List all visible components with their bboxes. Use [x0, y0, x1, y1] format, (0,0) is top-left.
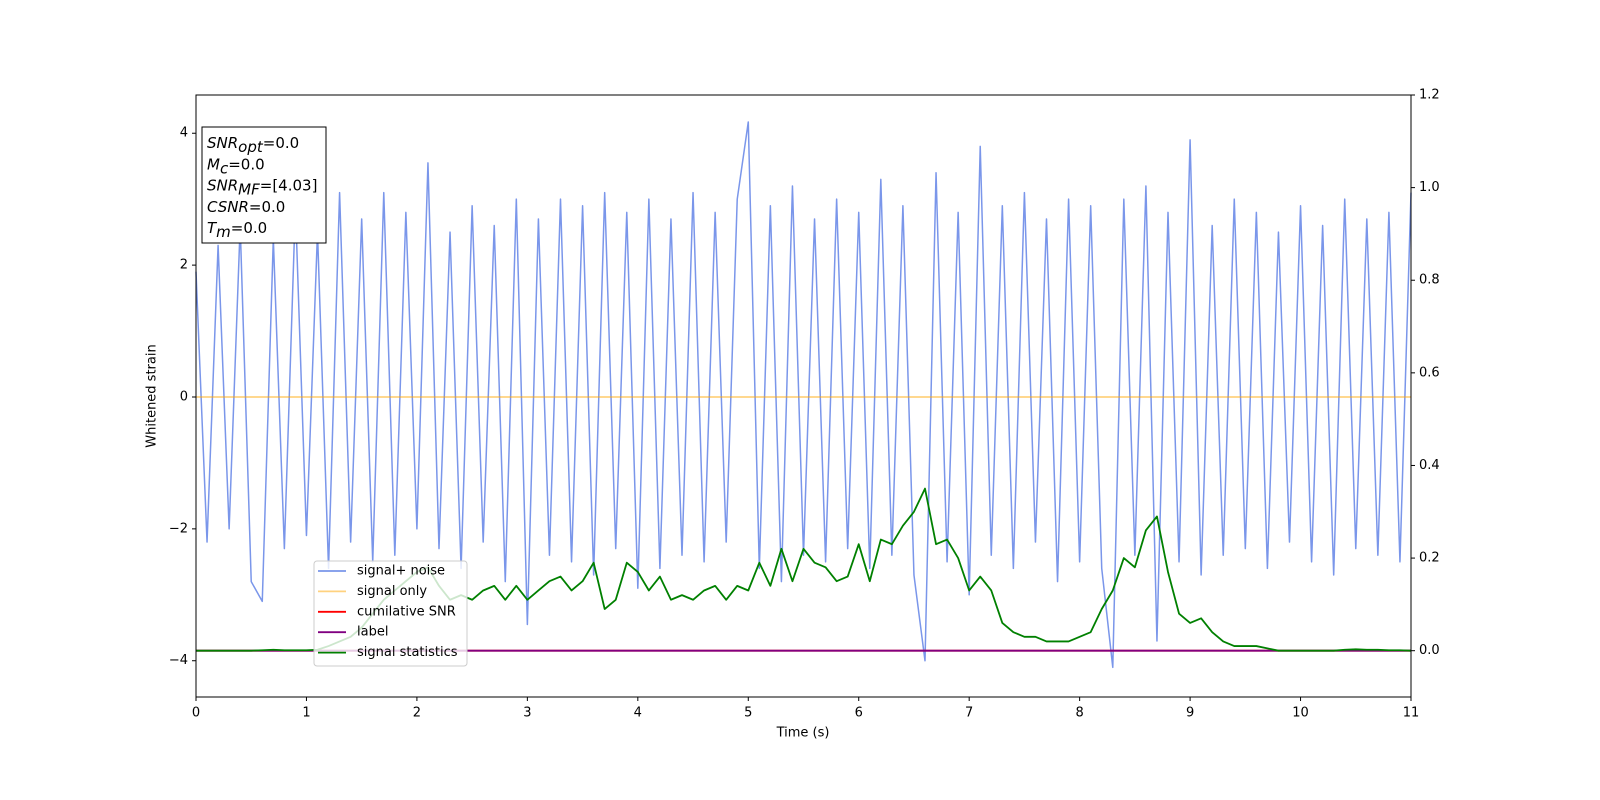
- annotation-value: =0.0: [263, 134, 299, 152]
- x-axis-label: Time (s): [776, 726, 830, 741]
- annotation-value: =0.0: [249, 197, 285, 215]
- x-tick-label: 8: [1075, 706, 1083, 721]
- y-tick-label: −2: [169, 521, 188, 536]
- x-tick-label: 5: [744, 706, 752, 721]
- y2-tick-label: 0.8: [1419, 273, 1440, 288]
- annotation-subscript: opt: [238, 138, 264, 156]
- x-tick-label: 11: [1403, 706, 1420, 721]
- annotation-subscript: MF: [238, 180, 260, 198]
- y2-tick-label: 0.2: [1419, 551, 1440, 566]
- y-axis-label: Whitened strain: [145, 344, 160, 447]
- legend-label: label: [357, 625, 388, 640]
- y-tick-label: 0: [180, 389, 188, 404]
- x-tick-label: 1: [302, 706, 310, 721]
- annotation-line: SNRopt=0.0: [207, 134, 299, 156]
- annotation-symbol: CSNR: [207, 197, 249, 215]
- y-tick-label: 4: [180, 126, 188, 141]
- annotation-frame: [201, 126, 327, 244]
- annotation-symbol: T: [207, 219, 218, 237]
- x-tick-label: 3: [523, 706, 531, 721]
- legend-label: cumilative SNR: [357, 604, 456, 619]
- y2-tick-label: 0.0: [1419, 643, 1440, 658]
- x-tick-label: 9: [1186, 706, 1194, 721]
- legend-label: signal only: [357, 584, 427, 599]
- series-line: [195, 121, 1412, 669]
- legend-frame: [313, 560, 468, 667]
- annotation-value: =0.0: [228, 155, 264, 173]
- y2-tick-label: 1.0: [1419, 180, 1440, 195]
- annotation-value: =0.0: [231, 219, 267, 237]
- x-tick-label: 10: [1292, 706, 1309, 721]
- y2-tick-label: 1.2: [1419, 88, 1440, 103]
- x-tick-label: 6: [855, 706, 863, 721]
- y-tick-label: 2: [180, 258, 188, 273]
- annotation-line: CSNR=0.0: [207, 197, 285, 215]
- plot-frame: [195, 94, 1412, 698]
- x-tick-label: 7: [965, 706, 973, 721]
- annotation-box: SNRopt=0.0Mc=0.0SNRMF=[4.03]CSNR=0.0Tm=0…: [201, 126, 327, 244]
- annotation-subscript: m: [216, 223, 231, 241]
- annotation-subscript: c: [220, 159, 229, 177]
- annotation-symbol: SNR: [207, 134, 238, 152]
- annotation-line: Mc=0.0: [207, 155, 265, 177]
- y2-tick-label: 0.4: [1419, 458, 1440, 473]
- annotation-line: Tm=0.0: [207, 219, 267, 241]
- annotation-symbol: M: [207, 155, 220, 173]
- y-tick-label: −4: [169, 653, 188, 668]
- x-tick-label: 4: [634, 706, 642, 721]
- annotation-line: SNRMF=[4.03]: [207, 176, 317, 198]
- legend-label: signal statistics: [357, 645, 458, 660]
- annotation-symbol: SNR: [207, 176, 238, 194]
- x-tick-label: 0: [192, 706, 200, 721]
- legend: signal+ noise signal only cumilative SNR la…: [313, 560, 468, 667]
- annotation-value: =[4.03]: [260, 176, 318, 194]
- x-tick-label: 2: [413, 706, 421, 721]
- y2-tick-label: 0.6: [1419, 365, 1440, 380]
- legend-label: signal+ noise: [357, 564, 445, 579]
